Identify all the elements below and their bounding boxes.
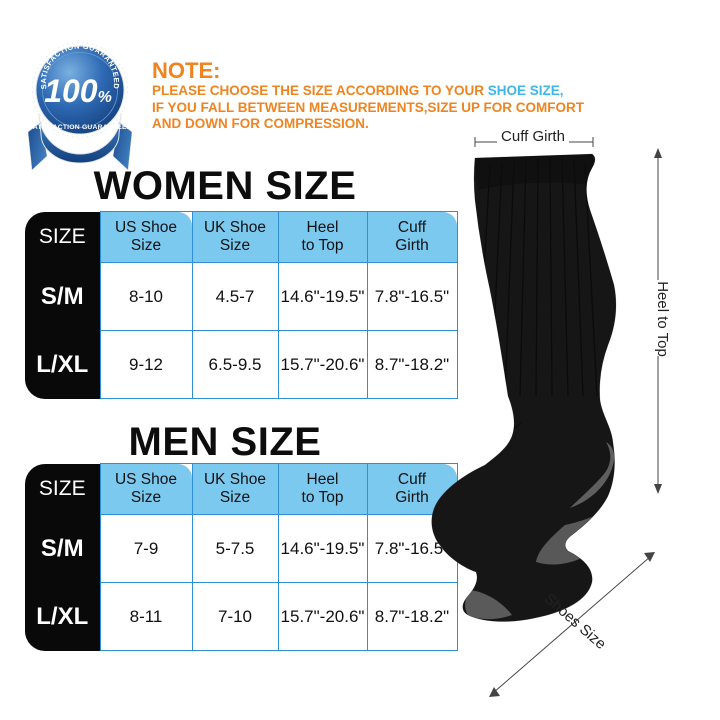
svg-text:Heel to Top: Heel to Top [654,281,671,357]
svg-text:SATISFACTION GUARANTEED: SATISFACTION GUARANTEED [28,124,132,131]
svg-text:Shoes Size: Shoes Size [541,590,609,653]
